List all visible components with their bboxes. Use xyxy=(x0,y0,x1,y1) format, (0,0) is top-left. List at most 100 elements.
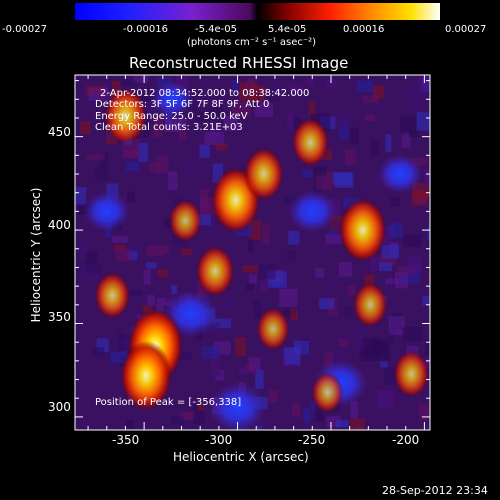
texture-cell xyxy=(133,75,149,83)
texture-cell xyxy=(76,245,88,260)
texture-cell xyxy=(293,340,310,355)
texture-cell xyxy=(147,295,155,306)
positive-flux-region xyxy=(195,245,235,297)
texture-cell xyxy=(215,143,228,151)
positive-flux-region xyxy=(243,147,284,201)
footer-date: 28-Sep-2012 23:34 xyxy=(382,484,488,497)
texture-cell xyxy=(418,404,430,421)
texture-cell xyxy=(388,331,395,343)
texture-cell xyxy=(260,280,269,293)
texture-cell xyxy=(262,224,271,244)
colorbar-units-label: (photons cm⁻² s⁻¹ asec⁻²) xyxy=(187,37,317,48)
texture-cell xyxy=(249,274,257,284)
texture-cell xyxy=(334,113,352,131)
texture-cell xyxy=(397,265,416,276)
x-axis-label: Heliocentric X (arcsec) xyxy=(173,450,309,464)
colorbar-tick-label: 5.4e-05 xyxy=(268,24,307,35)
positive-flux-region xyxy=(393,350,430,398)
texture-cell xyxy=(255,369,264,389)
y-axis-label: Heliocentric Y (arcsec) xyxy=(29,187,43,323)
texture-cell xyxy=(126,420,134,430)
texture-cell xyxy=(355,326,366,341)
texture-cell xyxy=(91,347,105,357)
texture-cell xyxy=(403,234,422,247)
texture-cell xyxy=(195,112,212,121)
texture-cell xyxy=(277,140,284,150)
texture-cell xyxy=(301,170,313,178)
texture-cell xyxy=(332,172,353,185)
colorbar xyxy=(75,3,440,20)
texture-cell xyxy=(100,153,109,167)
texture-cell xyxy=(266,93,280,102)
texture-cell xyxy=(426,226,430,241)
texture-cell xyxy=(127,251,138,260)
texture-cell xyxy=(402,327,423,341)
texture-cell xyxy=(146,245,164,256)
texture-cell xyxy=(308,101,315,116)
texture-cell xyxy=(385,278,400,285)
x-tick-label: -250 xyxy=(298,433,326,447)
texture-cell xyxy=(175,352,192,360)
texture-cell xyxy=(95,166,109,180)
positive-flux-region xyxy=(311,371,344,414)
texture-cell xyxy=(411,191,428,206)
texture-cell xyxy=(400,116,417,133)
chart-title: Reconstructed RHESSI Image xyxy=(129,54,349,72)
texture-cell xyxy=(335,420,349,428)
texture-cell xyxy=(88,87,109,101)
texture-cell xyxy=(350,418,365,430)
positive-flux-region xyxy=(338,197,387,263)
texture-cell xyxy=(119,80,137,87)
texture-cell xyxy=(156,77,172,87)
texture-cell xyxy=(409,128,420,138)
positive-flux-region xyxy=(104,87,147,145)
texture-cell xyxy=(232,79,239,92)
texture-cell xyxy=(307,77,314,87)
texture-cell xyxy=(338,262,353,277)
texture-cell xyxy=(181,248,192,256)
texture-cell xyxy=(142,305,152,313)
texture-cell xyxy=(153,117,163,137)
texture-cell xyxy=(271,83,283,95)
texture-cell xyxy=(303,408,311,424)
positive-flux-region xyxy=(291,117,330,167)
texture-cell xyxy=(379,254,397,267)
texture-cell xyxy=(426,308,430,325)
texture-cell xyxy=(252,299,262,319)
texture-cell xyxy=(138,142,149,162)
texture-cell xyxy=(214,318,232,329)
texture-cell xyxy=(167,171,178,190)
texture-cell xyxy=(357,336,365,352)
texture-cell xyxy=(113,244,126,251)
info-energy-range: Energy Range: 25.0 - 50.0 keV xyxy=(95,111,248,122)
texture-cell xyxy=(166,294,175,302)
y-tick-label: 300 xyxy=(48,400,71,414)
texture-cell xyxy=(204,132,225,146)
texture-cell xyxy=(291,402,301,418)
texture-cell xyxy=(202,346,220,359)
texture-cell xyxy=(291,117,302,130)
positive-flux-region xyxy=(256,307,290,351)
texture-cell xyxy=(146,262,157,269)
x-tick-label: -350 xyxy=(112,433,140,447)
texture-cell xyxy=(86,154,105,161)
colorbar-tick-label: 0.00027 xyxy=(445,24,487,35)
texture-cell xyxy=(405,86,424,107)
texture-cell xyxy=(344,306,353,316)
texture-cell xyxy=(315,171,334,190)
texture-cell xyxy=(384,367,397,385)
texture-cell xyxy=(374,174,381,185)
texture-cell xyxy=(287,112,295,130)
x-tick-label: -200 xyxy=(392,433,420,447)
texture-cell xyxy=(87,265,102,273)
texture-cell xyxy=(156,155,169,174)
texture-cell xyxy=(363,95,380,103)
texture-cell xyxy=(424,168,430,186)
texture-cell xyxy=(350,127,359,145)
texture-cell xyxy=(197,404,205,411)
texture-cell xyxy=(407,256,422,274)
texture-cell xyxy=(171,284,178,294)
plot-frame xyxy=(74,74,431,431)
texture-cell xyxy=(143,269,151,285)
